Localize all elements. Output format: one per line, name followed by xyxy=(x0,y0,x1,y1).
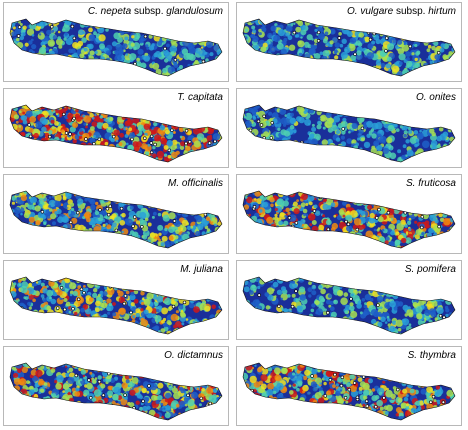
species-qualifier: subsp. xyxy=(131,6,167,17)
species-name: S. pomifera xyxy=(404,264,456,275)
island-outline xyxy=(9,362,223,421)
species-label: O. vulgare subsp. hirtum xyxy=(347,6,456,17)
species-name: S. fruticosa xyxy=(405,178,456,189)
crete-map xyxy=(242,276,456,335)
island-outline xyxy=(242,104,456,163)
species-infra: glandulosum xyxy=(166,6,223,17)
crete-map xyxy=(9,190,223,249)
species-name: O. vulgare xyxy=(347,6,394,17)
crete-map xyxy=(242,362,456,421)
suitability-raster xyxy=(10,105,222,162)
island-outline xyxy=(9,104,223,163)
species-label: C. nepeta subsp. glandulosum xyxy=(88,6,223,17)
species-label: S. fruticosa xyxy=(406,178,456,189)
island-outline xyxy=(242,18,456,77)
suitability-raster xyxy=(10,19,222,76)
island-outline xyxy=(9,18,223,77)
species-name: S. thymbra xyxy=(407,350,456,361)
map-panel: S. thymbra xyxy=(236,346,462,426)
crete-map xyxy=(9,104,223,163)
species-name: M. juliana xyxy=(180,264,223,275)
species-label: S. pomifera xyxy=(405,264,456,275)
species-qualifier: subsp. xyxy=(393,6,429,17)
crete-map xyxy=(242,104,456,163)
suitability-raster xyxy=(10,363,222,420)
map-panel: M. officinalis xyxy=(3,174,229,254)
map-panel: M. juliana xyxy=(3,260,229,340)
map-panel: O. onites xyxy=(236,88,462,168)
map-panel: O. dictamnus xyxy=(3,346,229,426)
island-outline xyxy=(9,190,223,249)
species-label: M. juliana xyxy=(180,264,223,275)
species-label: O. dictamnus xyxy=(164,350,223,361)
map-panel: T. capitata xyxy=(3,88,229,168)
map-panel: C. nepeta subsp. glandulosum xyxy=(3,2,229,82)
crete-map xyxy=(242,190,456,249)
species-label: S. thymbra xyxy=(408,350,456,361)
island-base xyxy=(243,105,455,162)
species-label: O. onites xyxy=(416,92,456,103)
island-outline xyxy=(242,276,456,335)
species-name: M. officinalis xyxy=(167,178,223,189)
species-label: T. capitata xyxy=(177,92,223,103)
map-panel: S. fruticosa xyxy=(236,174,462,254)
species-name: T. capitata xyxy=(177,92,223,103)
crete-map xyxy=(9,18,223,77)
island-outline xyxy=(242,190,456,249)
island-outline xyxy=(242,362,456,421)
species-name: O. onites xyxy=(415,92,456,103)
species-name: C. nepeta xyxy=(87,6,132,17)
crete-map xyxy=(9,276,223,335)
island-outline xyxy=(9,276,223,335)
species-name: O. dictamnus xyxy=(164,350,223,361)
map-panel: S. pomifera xyxy=(236,260,462,340)
crete-map xyxy=(242,18,456,77)
crete-map xyxy=(9,362,223,421)
species-label: M. officinalis xyxy=(168,178,223,189)
species-infra: hirtum xyxy=(428,6,456,17)
map-panel: O. vulgare subsp. hirtum xyxy=(236,2,462,82)
